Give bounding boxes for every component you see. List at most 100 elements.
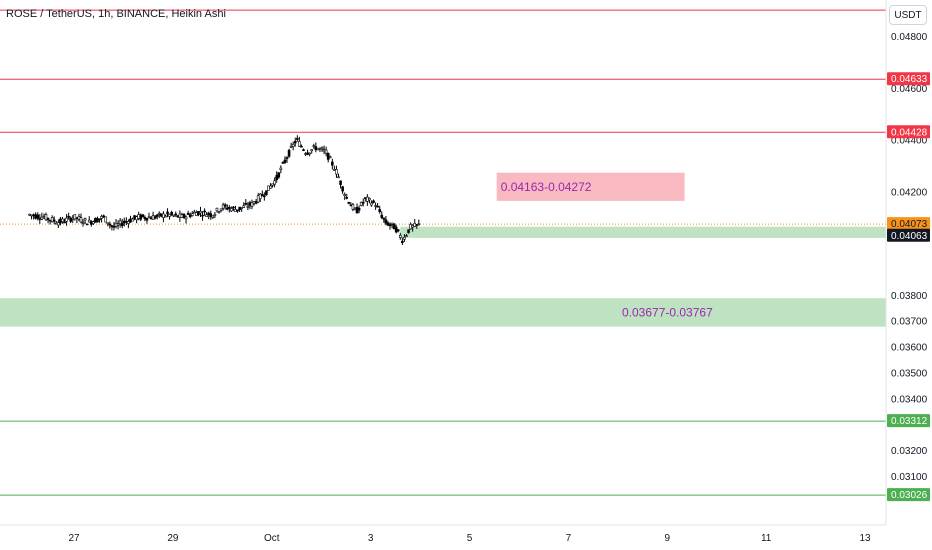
candle-body <box>162 213 165 219</box>
candle-body <box>403 237 406 240</box>
candle-body <box>331 161 334 166</box>
candle-body <box>302 149 305 151</box>
candle-body <box>133 215 136 219</box>
candle-body <box>32 214 35 217</box>
time-tick-label: Oct <box>264 533 280 544</box>
candle-body <box>374 205 377 207</box>
candle-body <box>135 216 138 221</box>
candle-body <box>256 195 260 203</box>
candle-body <box>413 222 417 227</box>
candle-body <box>380 214 384 218</box>
candle-body <box>94 217 97 223</box>
candle-body <box>122 220 126 224</box>
candle-body <box>207 212 211 216</box>
zone-label: 0.04163-0.04272 <box>501 180 592 194</box>
candle-body <box>265 190 268 196</box>
crosshair-price-badge-text: 0.04063 <box>891 231 928 242</box>
price-tick-label: 0.04800 <box>891 32 928 43</box>
resistance-price-badge <box>887 125 930 139</box>
candle-body <box>127 221 130 224</box>
candle-body <box>73 214 77 220</box>
candle-body <box>147 216 151 219</box>
candle-body <box>209 213 213 217</box>
candle-body <box>38 218 42 220</box>
price-tick-label: 0.04400 <box>891 136 928 147</box>
candle-body <box>333 169 336 171</box>
candle-body <box>145 217 149 221</box>
candle-body <box>230 208 233 212</box>
candle-body <box>157 212 161 215</box>
candle-body <box>168 214 171 217</box>
candle-body <box>106 222 110 225</box>
candle-body <box>67 215 70 218</box>
candle-body <box>351 204 355 210</box>
candle-body <box>277 172 281 178</box>
candle-body <box>388 224 392 227</box>
candle-body <box>390 222 394 225</box>
candle-body <box>232 206 235 209</box>
candle-body <box>275 175 279 180</box>
candle-body <box>102 215 105 218</box>
candle-body <box>28 213 31 216</box>
candle-body <box>75 217 79 219</box>
candle-body <box>337 176 340 179</box>
candle-body <box>199 211 202 214</box>
candle-body <box>54 222 58 225</box>
candle-body <box>407 229 410 234</box>
candle-body <box>125 221 128 223</box>
time-tick-label: 27 <box>68 533 80 544</box>
candle-body <box>166 211 169 215</box>
candle-body <box>409 224 412 230</box>
candle-body <box>116 223 120 226</box>
candle-body <box>318 147 322 150</box>
candle-body <box>399 235 402 238</box>
candle-body <box>396 229 400 232</box>
time-axis: 27 29 Oct 3 5 7 9 11 13 <box>0 524 886 544</box>
candle-body <box>363 197 367 199</box>
price-tick-label: 0.04200 <box>891 187 928 198</box>
candle-body <box>87 219 91 223</box>
candle-body <box>335 169 338 175</box>
time-tick-label: 29 <box>167 533 179 544</box>
candle-body <box>242 205 246 208</box>
candle-body <box>361 201 365 204</box>
zone-box <box>496 172 685 201</box>
last-price-badge-text: 0.04073 <box>891 219 928 230</box>
candle-body <box>203 210 206 213</box>
candle-body <box>151 215 155 220</box>
zones-layer: 0.04163-0.04272 0.03677-0.03767 <box>0 172 886 327</box>
currency-button[interactable]: USDT <box>889 5 927 25</box>
candle-body <box>254 201 258 204</box>
candle-body <box>240 207 243 209</box>
candle-body <box>328 156 332 159</box>
chart-title: ROSE / TetherUS, 1h, BINANCE, Heikin Ash… <box>6 8 226 20</box>
candle-body <box>98 218 101 221</box>
candle-body <box>153 216 157 219</box>
candle-body <box>197 211 200 216</box>
candle-body <box>260 194 264 197</box>
candle-body <box>170 211 173 215</box>
support-price-badge <box>887 414 930 428</box>
candle-body <box>347 202 351 204</box>
candle-body <box>287 149 291 157</box>
candle-body <box>100 216 103 219</box>
candle-body <box>36 214 40 219</box>
candle-body <box>283 159 287 163</box>
candle-body <box>281 162 285 164</box>
candle-body <box>300 145 303 148</box>
time-tick-label: 11 <box>761 533 772 544</box>
candle-body <box>141 214 145 218</box>
candle-body <box>108 223 112 226</box>
crosshair-price-badge <box>887 228 930 242</box>
price-tick-label: 0.03200 <box>891 446 928 457</box>
candle-body <box>79 217 83 223</box>
candle-body <box>180 214 184 218</box>
candle-body <box>370 202 373 206</box>
candle-body <box>289 145 293 148</box>
markers-layer: 0.046330.044280.033120.030260.0407328:54… <box>887 72 930 502</box>
candle-body <box>190 213 194 216</box>
price-tick-label: 0.03800 <box>891 291 928 302</box>
candle-body <box>178 213 182 218</box>
candle-body <box>308 152 311 155</box>
